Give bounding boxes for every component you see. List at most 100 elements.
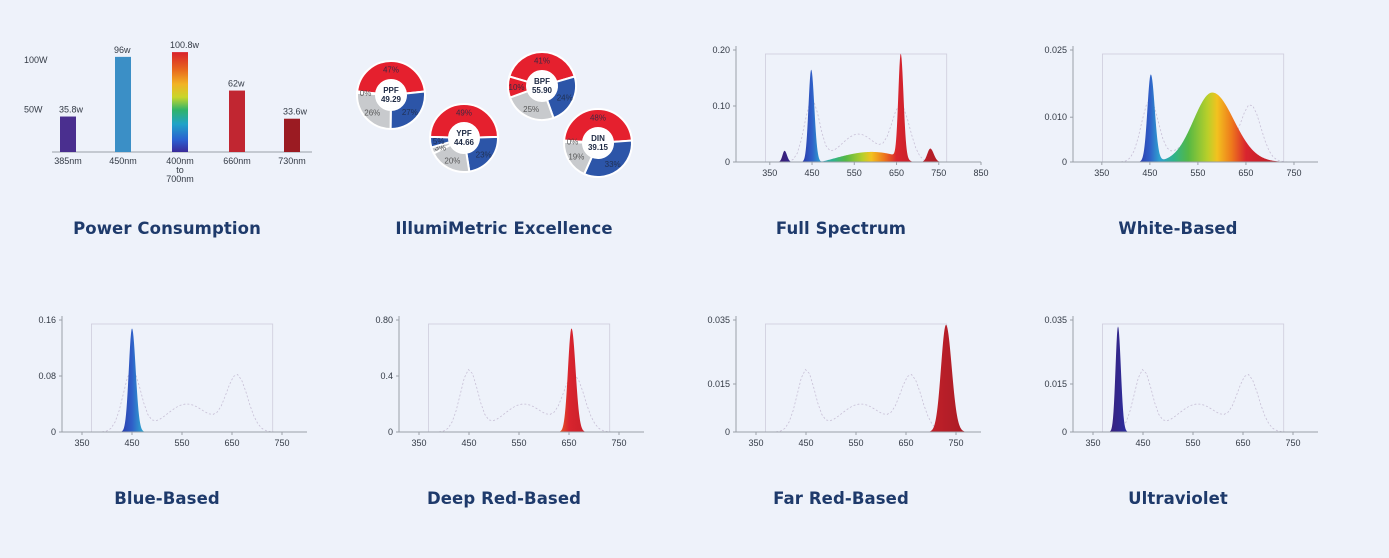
deep-red-based-panel: 350 450 550 650 750 0 0.4 0.80 Deep Red-Based — [344, 298, 664, 558]
deepred-x-tick-1: 450 — [461, 438, 476, 448]
bar-value-label-1: 96w — [114, 45, 131, 55]
donut-din-slice-label-3: 0% — [567, 138, 579, 147]
donut-ppf-slice-3 — [356, 90, 378, 96]
farred-x-tick-4: 750 — [948, 438, 963, 448]
donut-ypf-slice-label-1: 23% — [476, 150, 492, 159]
white-y-tick-1: 0.010 — [1044, 112, 1067, 122]
donut-din-slice-label-0: 48% — [590, 114, 606, 123]
deep-red-based-chart: 350 450 550 650 750 0 0.4 0.80 — [375, 315, 644, 448]
full-y-tick-2: 0.20 — [712, 45, 730, 55]
farred-y-tick-2: 0.035 — [707, 315, 730, 325]
blue-based-panel: 350 450 550 650 750 0 0.08 0.16 Blue-Based — [7, 298, 327, 558]
uv-x-tick-3: 650 — [1235, 438, 1250, 448]
x-tick-label-2-1: to — [176, 165, 184, 175]
blue-based-title: Blue-Based — [114, 489, 220, 508]
far-red-based-panel: 350 450 550 650 750 0 0.015 0.035 Far Red-Based — [681, 298, 1001, 558]
donut-bpf-slice-label-2: 25% — [523, 105, 539, 114]
bar-value-label-4: 33.6w — [283, 107, 308, 117]
donut-ypf-slice-label-4: 5% — [433, 137, 445, 146]
full-y-tick-0: 0 — [725, 157, 730, 167]
white-spectrum-area — [1087, 74, 1314, 162]
blue-y-tick-0: 0 — [51, 427, 56, 437]
bar-4 — [284, 118, 300, 152]
donut-din-slice-label-2: 19% — [568, 153, 584, 162]
blue-x-tick-0: 350 — [74, 438, 89, 448]
farred-y-tick-1: 0.015 — [707, 379, 730, 389]
donut-ypf-value: 44.66 — [454, 138, 475, 147]
uv-x-tick-1: 450 — [1135, 438, 1150, 448]
deepred-y-tick-1: 0.4 — [380, 371, 393, 381]
donut-bpf-slice-label-0: 41% — [534, 57, 550, 66]
power-consumption-chart: 100W 50W 35.8w 385nm 96w 450nm 100.8w 400nmto70… — [24, 40, 312, 184]
far-red-based-title: Far Red-Based — [773, 489, 909, 508]
deepred-x-tick-3: 650 — [561, 438, 576, 448]
x-tick-label-2-0: 400nm — [166, 156, 194, 166]
donut-din-value: 39.15 — [588, 143, 609, 152]
far-red-based-chart: 350 450 550 650 750 0 0.015 0.035 — [707, 315, 981, 448]
donut-bpf-slice-label-3: 10% — [509, 83, 525, 92]
blue-x-tick-1: 450 — [124, 438, 139, 448]
donut-ppf-slice-0 — [356, 60, 426, 95]
donut-bpf-name: BPF — [534, 77, 550, 86]
deepred-y-tick-0: 0 — [388, 427, 393, 437]
x-tick-label-0-0: 385nm — [54, 156, 82, 166]
x-tick-label-3-0: 660nm — [223, 156, 251, 166]
white-y-tick-2: 0.025 — [1044, 45, 1067, 55]
y-tick-label-0: 100W — [24, 55, 48, 65]
power-consumption-panel: 100W 50W 35.8w 385nm 96w 450nm 100.8w 400nm to 70… — [7, 28, 327, 288]
uv-x-tick-4: 750 — [1285, 438, 1300, 448]
uv-y-tick-2: 0.035 — [1044, 315, 1067, 325]
ultraviolet-chart: 350 450 550 650 750 0 0.015 0.035 — [1044, 315, 1318, 448]
deepred-y-tick-2: 0.80 — [375, 315, 393, 325]
farred-y-tick-0: 0 — [725, 427, 730, 437]
illumimetric-chart: 47%27%26%0% PPF49.2941%24%25%10%BPF55.904… — [356, 51, 633, 178]
farred-x-tick-3: 650 — [898, 438, 913, 448]
white-based-title: White-Based — [1118, 219, 1238, 238]
donut-bpf-slice-label-1: 24% — [557, 94, 573, 103]
deepred-x-tick-2: 550 — [511, 438, 526, 448]
bar-2 — [172, 52, 188, 152]
ultraviolet-panel: 350 450 550 650 750 0 0.015 0.035 Ultraviolet — [1018, 298, 1338, 558]
white-x-tick-1: 450 — [1142, 168, 1157, 178]
donut-ppf-value: 49.29 — [381, 95, 402, 104]
full-x-tick-4: 750 — [931, 168, 946, 178]
illumimetric-title: IllumiMetric Excellence — [395, 219, 613, 238]
donut-ppf-slice-label-1: 27% — [402, 108, 418, 117]
full-x-tick-0: 350 — [762, 168, 777, 178]
bar-value-label-2: 100.8w — [170, 40, 200, 50]
uv-y-tick-1: 0.015 — [1044, 379, 1067, 389]
donut-din-slice-3 — [562, 139, 585, 144]
white-x-tick-0: 350 — [1094, 168, 1109, 178]
deepred-x-tick-0: 350 — [411, 438, 426, 448]
blue-x-tick-3: 650 — [224, 438, 239, 448]
donut-din-slice-0 — [563, 108, 633, 143]
bar-value-label-3: 62w — [228, 79, 245, 89]
donut-din-slice-label-1: 33% — [605, 160, 621, 169]
white-x-tick-3: 650 — [1238, 168, 1253, 178]
full-x-tick-3: 650 — [889, 168, 904, 178]
full-y-tick-1: 0.10 — [712, 101, 730, 111]
power-consumption-title: Power Consumption — [73, 219, 261, 238]
blue-y-tick-1: 0.08 — [38, 371, 56, 381]
donut-ppf-name: PPF — [383, 86, 399, 95]
blue-spectrum-area — [77, 328, 302, 432]
uv-y-tick-0: 0 — [1062, 427, 1067, 437]
full-spectrum-area — [748, 53, 977, 162]
uv-spectrum-area — [1088, 326, 1313, 432]
deepred-spectrum-area — [414, 328, 639, 432]
blue-based-chart: 350 450 550 650 750 0 0.08 0.16 — [38, 315, 307, 448]
donut-ypf-slice-4 — [429, 135, 451, 149]
farred-x-tick-1: 450 — [798, 438, 813, 448]
full-spectrum-panel: 350 450 550 650 750 850 0 0.10 0.20 Full Spectru… — [681, 28, 1001, 288]
donut-ypf-slice-label-0: 49% — [456, 109, 472, 118]
blue-y-tick-2: 0.16 — [38, 315, 56, 325]
x-tick-label-4-0: 730nm — [278, 156, 306, 166]
white-x-tick-4: 750 — [1286, 168, 1301, 178]
white-based-chart: 350 450 550 650 750 0 0.010 0.025 — [1044, 45, 1318, 178]
illumimetric-panel: 47% 27% 26% 0% PPF 49.29 41% 24% 25% 10% BPF 55.90 4… — [344, 28, 664, 288]
donut-ppf-slice-label-2: 26% — [364, 108, 380, 117]
donut-bpf-value: 55.90 — [532, 86, 553, 95]
white-based-panel: 350 450 550 650 750 0 0.010 0.025 White-Based — [1018, 28, 1338, 288]
